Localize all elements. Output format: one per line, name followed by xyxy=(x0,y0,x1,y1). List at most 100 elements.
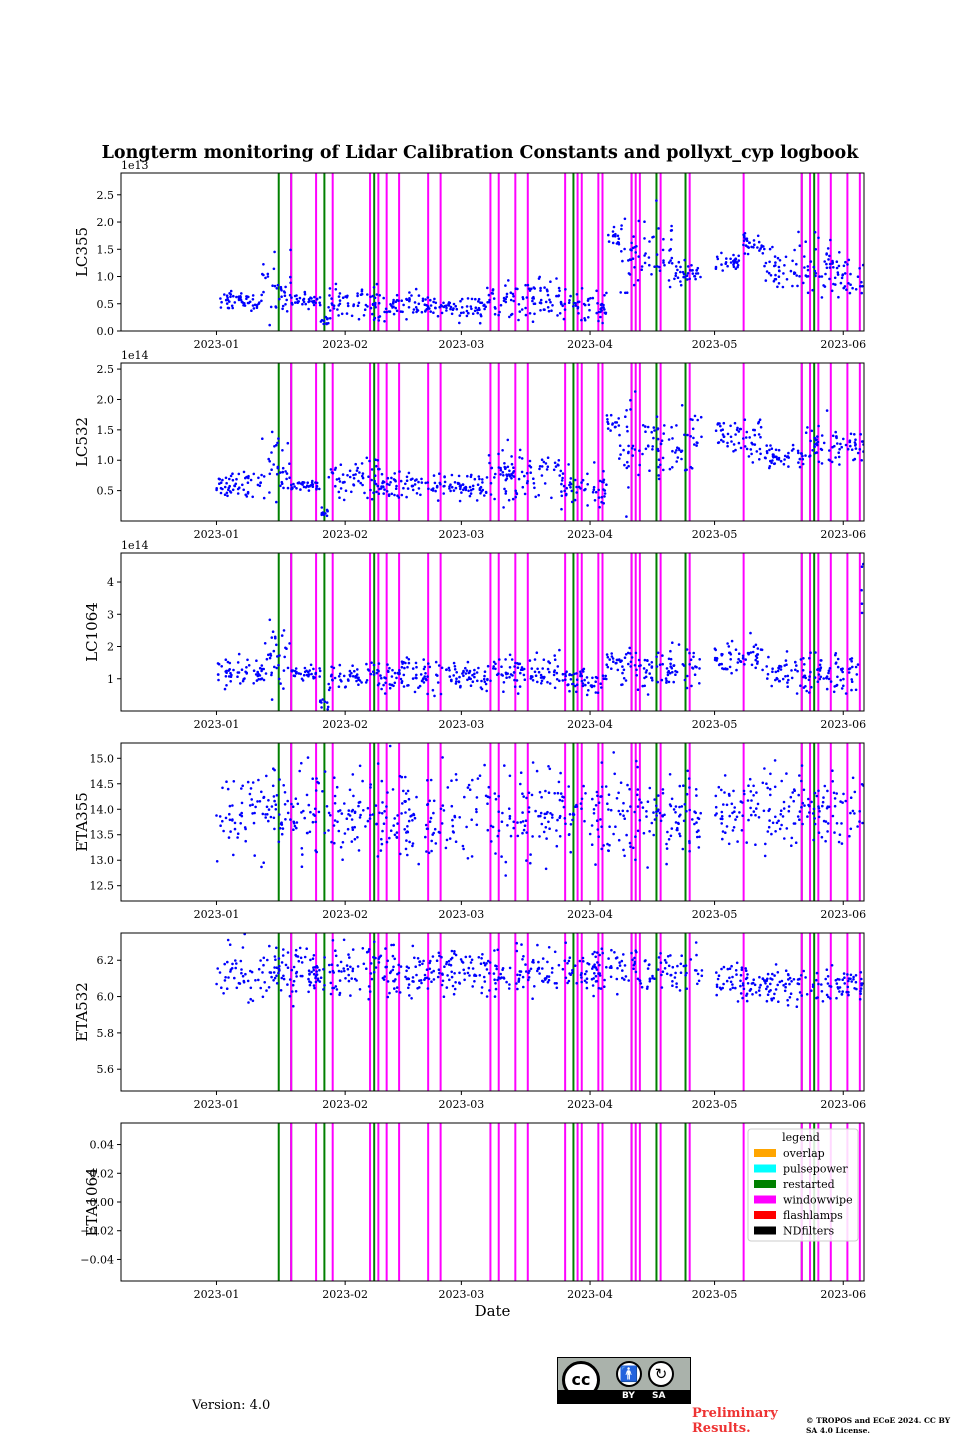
data-point xyxy=(484,682,488,686)
y-tick-label: 13.5 xyxy=(90,829,115,842)
data-point xyxy=(833,276,837,280)
data-point xyxy=(783,454,787,458)
data-point xyxy=(850,660,853,663)
data-point xyxy=(537,960,540,964)
data-point xyxy=(655,199,658,202)
data-point xyxy=(778,269,781,273)
data-point xyxy=(262,475,266,478)
data-point xyxy=(396,494,399,498)
data-point xyxy=(665,842,668,846)
data-point xyxy=(367,948,371,951)
data-point xyxy=(605,291,608,295)
data-point xyxy=(522,673,526,677)
data-point xyxy=(437,951,441,955)
data-point xyxy=(612,225,616,229)
data-point xyxy=(814,272,818,275)
data-point xyxy=(840,445,843,449)
data-point xyxy=(767,655,770,659)
data-point xyxy=(768,807,771,811)
data-point xyxy=(629,398,632,402)
data-point xyxy=(468,494,472,498)
data-point xyxy=(680,805,684,808)
data-point xyxy=(223,485,227,489)
data-point xyxy=(528,659,532,662)
data-point xyxy=(806,815,809,818)
data-point xyxy=(485,962,488,965)
data-point xyxy=(373,316,377,320)
data-point xyxy=(467,966,471,970)
data-point xyxy=(423,675,427,678)
data-point xyxy=(296,300,300,303)
data-point xyxy=(810,989,813,992)
data-point xyxy=(524,963,527,966)
data-point xyxy=(733,421,737,425)
data-point xyxy=(498,310,501,314)
data-point xyxy=(462,968,466,972)
data-point xyxy=(646,967,650,970)
data-point xyxy=(382,492,386,495)
data-point xyxy=(330,963,334,966)
data-point xyxy=(583,317,586,320)
data-point xyxy=(540,679,544,683)
data-point xyxy=(628,787,631,791)
data-point xyxy=(421,297,425,301)
data-point xyxy=(504,490,508,493)
data-point xyxy=(859,433,862,436)
data-point xyxy=(532,477,535,481)
data-point xyxy=(741,982,745,985)
data-point xyxy=(803,804,806,807)
x-tick-label: 2023-05 xyxy=(692,1098,738,1111)
data-point xyxy=(391,788,395,791)
data-point xyxy=(451,824,455,828)
data-point xyxy=(847,258,851,262)
y-tick-label: 1.0 xyxy=(97,454,115,467)
data-point xyxy=(655,814,658,817)
data-point xyxy=(761,668,764,672)
preliminary-note: Preliminary Results. xyxy=(692,1406,778,1436)
data-point xyxy=(652,436,655,440)
data-point xyxy=(771,459,774,462)
data-point xyxy=(825,993,829,997)
data-point xyxy=(603,489,607,492)
data-point xyxy=(224,976,227,979)
data-point xyxy=(603,492,607,495)
data-point xyxy=(585,981,588,984)
data-point xyxy=(465,309,469,313)
data-point xyxy=(415,478,418,481)
data-point xyxy=(608,658,611,661)
data-point xyxy=(626,809,629,813)
data-point xyxy=(299,488,302,491)
data-point xyxy=(286,486,290,490)
axis-multiplier: 1e13 xyxy=(121,159,149,172)
data-point xyxy=(505,473,508,477)
data-point xyxy=(694,941,698,944)
data-point xyxy=(318,968,321,972)
data-point xyxy=(330,297,333,300)
data-point xyxy=(372,286,376,289)
data-point xyxy=(321,698,325,701)
data-point xyxy=(620,959,624,963)
data-point xyxy=(253,854,256,857)
data-point xyxy=(796,449,800,453)
data-point xyxy=(830,289,834,293)
data-point xyxy=(253,811,256,815)
copyright-note: © TROPOS and ECoE 2024. CC BY SA 4.0 Lic… xyxy=(806,1416,951,1435)
data-point xyxy=(425,307,429,311)
data-point xyxy=(481,953,484,956)
data-point xyxy=(243,304,247,307)
data-point xyxy=(820,835,824,839)
data-point xyxy=(622,677,626,680)
data-point xyxy=(698,835,701,839)
data-point xyxy=(774,261,777,264)
data-point xyxy=(505,676,508,679)
data-point xyxy=(237,472,241,476)
data-point xyxy=(340,812,344,815)
data-point xyxy=(260,293,264,297)
data-point xyxy=(366,496,369,500)
data-point xyxy=(777,456,781,460)
data-point xyxy=(605,663,608,666)
data-point xyxy=(779,459,783,463)
data-point xyxy=(499,468,503,472)
data-point xyxy=(375,490,378,494)
data-point xyxy=(809,651,812,654)
